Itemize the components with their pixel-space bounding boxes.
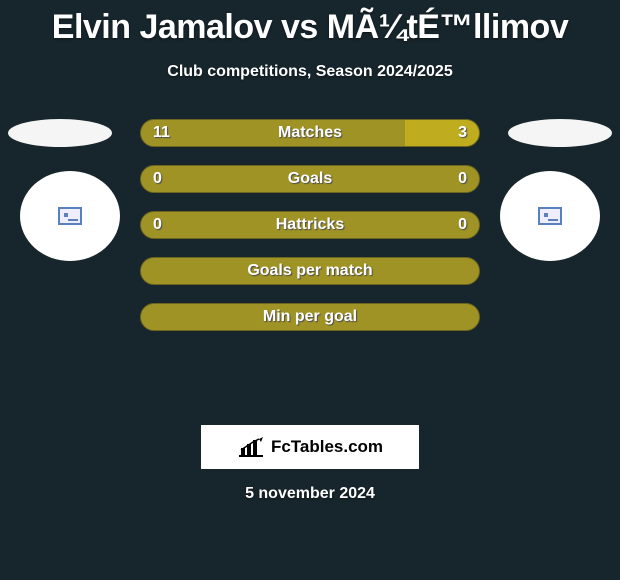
avatar-right (500, 171, 600, 261)
page-subtitle: Club competitions, Season 2024/2025 (0, 63, 620, 81)
stat-row-hattricks: 0 Hattricks 0 (140, 211, 480, 239)
stat-row-goals: 0 Goals 0 (140, 165, 480, 193)
branding-box: FcTables.com (201, 425, 419, 469)
placeholder-image-icon (58, 207, 82, 225)
bar-chart-icon (237, 436, 265, 458)
comparison-stage: 11 Matches 3 0 Goals 0 0 Hattricks 0 Goa… (0, 119, 620, 419)
stat-label: Goals (141, 166, 479, 192)
avatar-left (20, 171, 120, 261)
stat-right-value: 0 (458, 212, 467, 238)
flag-right (508, 119, 612, 147)
stat-rows: 11 Matches 3 0 Goals 0 0 Hattricks 0 Goa… (140, 119, 480, 349)
stat-right-value: 3 (458, 120, 467, 146)
footer-date: 5 november 2024 (0, 485, 620, 503)
flag-left (8, 119, 112, 147)
stat-label: Goals per match (141, 258, 479, 284)
branding-text: FcTables.com (271, 437, 383, 457)
stat-row-matches: 11 Matches 3 (140, 119, 480, 147)
stat-label: Min per goal (141, 304, 479, 330)
stat-label: Matches (141, 120, 479, 146)
stat-right-value: 0 (458, 166, 467, 192)
stat-row-min-per-goal: Min per goal (140, 303, 480, 331)
placeholder-image-icon (538, 207, 562, 225)
stat-row-goals-per-match: Goals per match (140, 257, 480, 285)
page-title: Elvin Jamalov vs MÃ¼tÉ™llimov (0, 0, 620, 47)
stat-label: Hattricks (141, 212, 479, 238)
